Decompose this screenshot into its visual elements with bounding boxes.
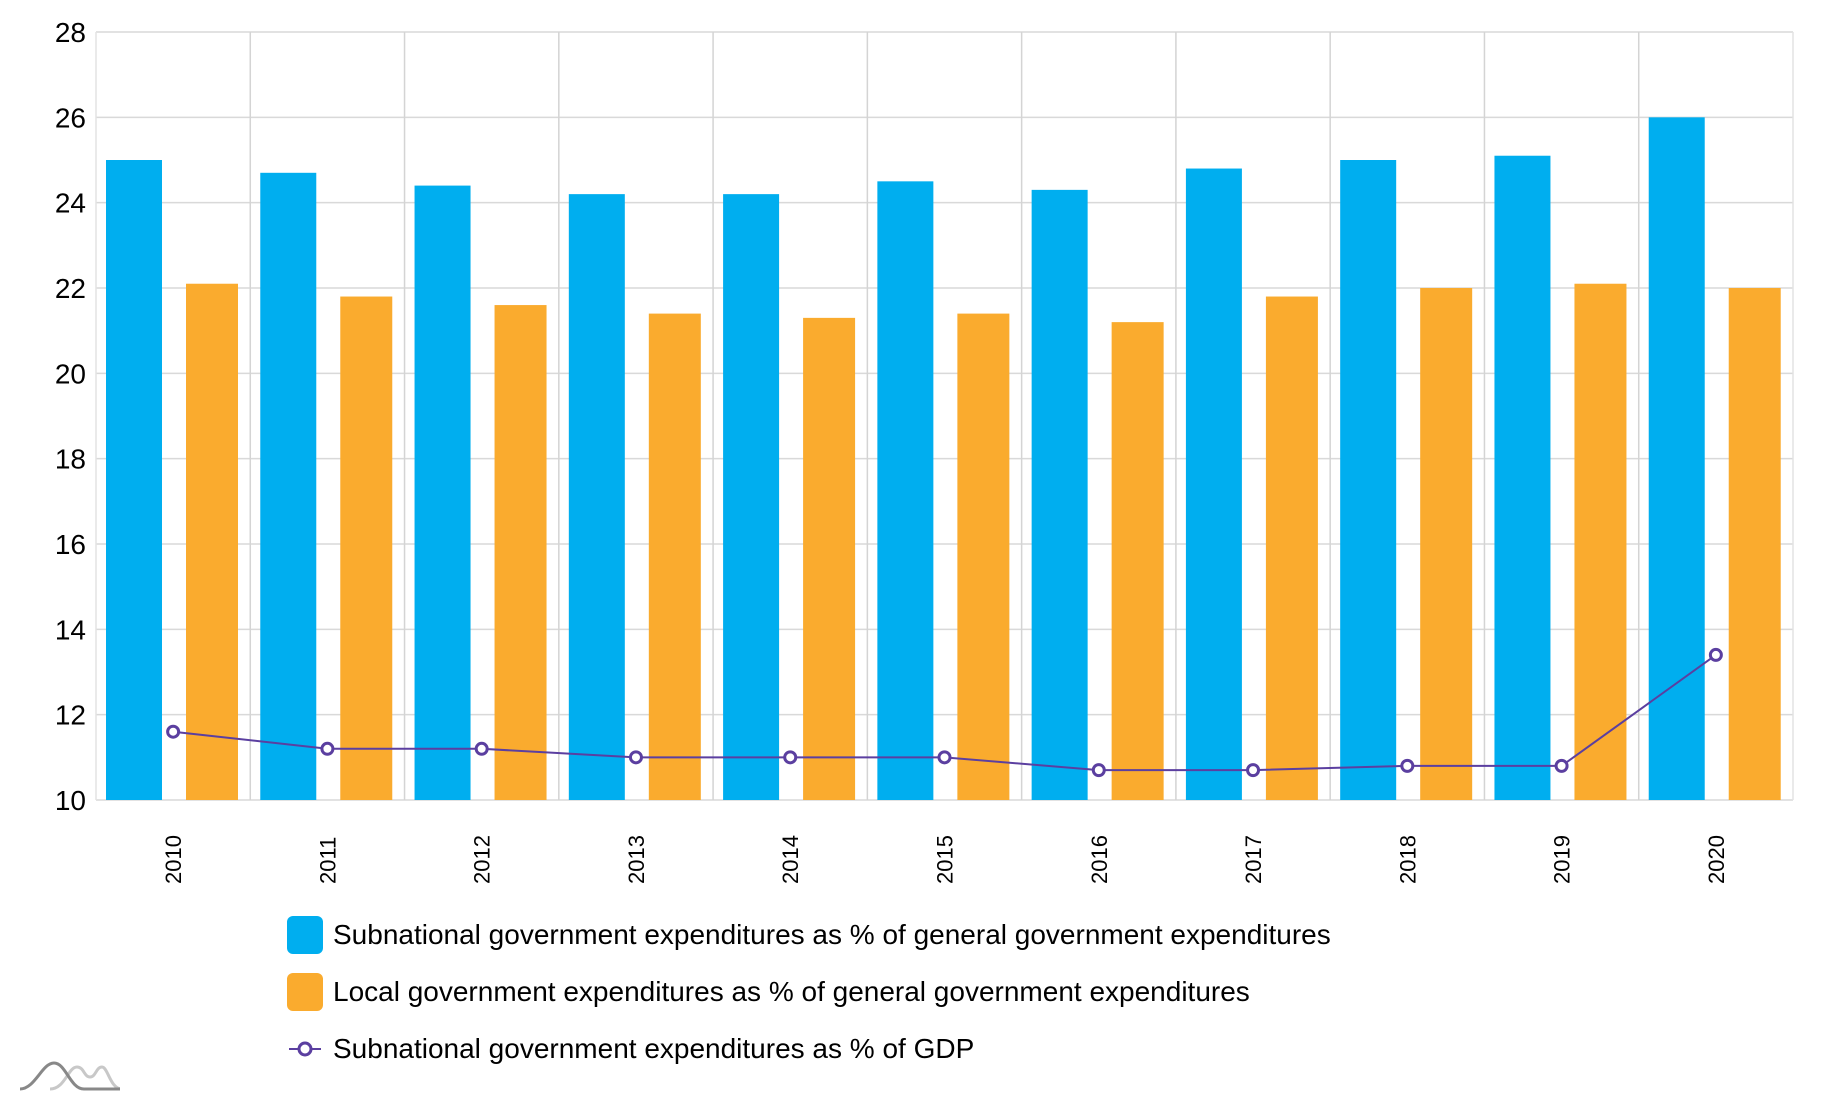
x-tick-label: 2011 xyxy=(315,837,340,884)
line-point[interactable] xyxy=(1400,758,1415,773)
bar-subnational-general[interactable] xyxy=(1494,155,1551,800)
x-tick-label: 2014 xyxy=(778,835,803,884)
bar-subnational-general[interactable] xyxy=(568,194,625,801)
bar-local-general[interactable] xyxy=(1420,288,1473,800)
y-tick-label: 16 xyxy=(55,529,86,560)
x-tick-label: 2020 xyxy=(1704,835,1729,884)
x-tick-label: 2016 xyxy=(1087,835,1112,884)
line-point[interactable] xyxy=(474,741,489,756)
line-point[interactable] xyxy=(166,724,181,739)
x-tick-label: 2010 xyxy=(161,835,186,884)
x-tick-label: 2018 xyxy=(1395,835,1420,884)
bar-subnational-general[interactable] xyxy=(723,194,780,801)
bar-subnational-general[interactable] xyxy=(414,185,471,801)
y-tick-label: 18 xyxy=(55,444,86,475)
bar-local-general[interactable] xyxy=(803,317,856,800)
y-tick-label: 20 xyxy=(55,358,86,389)
bar-local-general[interactable] xyxy=(1728,288,1781,800)
legend: Subnational government expenditures as %… xyxy=(287,906,1331,1077)
y-tick-label: 10 xyxy=(55,785,86,816)
amcharts-logo-icon[interactable] xyxy=(10,1055,123,1100)
y-tick-label: 28 xyxy=(55,17,86,48)
bar-local-general[interactable] xyxy=(1574,283,1627,800)
bar-subnational-general[interactable] xyxy=(1031,189,1088,800)
y-tick-label: 12 xyxy=(55,700,86,731)
bar-subnational-general[interactable] xyxy=(1340,160,1397,800)
legend-swatch-blue-icon xyxy=(287,915,323,954)
bar-subnational-general[interactable] xyxy=(1185,168,1242,801)
y-tick-label: 24 xyxy=(55,188,86,219)
line-point[interactable] xyxy=(320,741,335,756)
legend-item-subnational-gdp[interactable]: Subnational government expenditures as %… xyxy=(287,1020,1331,1077)
bar-subnational-general[interactable] xyxy=(260,172,317,801)
y-tick-label: 22 xyxy=(55,273,86,304)
legend-swatch-orange-icon xyxy=(287,972,323,1011)
y-tick-label: 26 xyxy=(55,102,86,133)
line-series xyxy=(166,647,1723,778)
bar-local-general[interactable] xyxy=(186,283,238,800)
bars xyxy=(106,117,1781,801)
bar-local-general[interactable] xyxy=(957,313,1010,800)
legend-label: Subnational government expenditures as %… xyxy=(333,1032,975,1064)
y-tick-label: 14 xyxy=(55,614,86,645)
line-point[interactable] xyxy=(1554,758,1569,773)
line-point[interactable] xyxy=(937,750,952,765)
bar-local-general[interactable] xyxy=(494,305,547,800)
line-point[interactable] xyxy=(1091,763,1106,778)
bar-subnational-general[interactable] xyxy=(1648,117,1705,801)
x-tick-label: 2012 xyxy=(470,835,495,884)
bar-subnational-general[interactable] xyxy=(877,181,934,801)
line-point[interactable] xyxy=(1708,647,1723,662)
bar-subnational-general[interactable] xyxy=(106,160,162,800)
legend-label: Local government expenditures as % of ge… xyxy=(333,975,1250,1007)
legend-item-local-general[interactable]: Local government expenditures as % of ge… xyxy=(287,963,1331,1020)
x-tick-label: 2017 xyxy=(1241,835,1266,884)
x-tick-label: 2013 xyxy=(624,835,649,884)
line-point[interactable] xyxy=(1246,763,1261,778)
x-tick-label: 2015 xyxy=(933,835,958,884)
bar-local-general[interactable] xyxy=(340,296,393,800)
line-point[interactable] xyxy=(783,750,798,765)
x-axis: 2010 2011 2012 2013 2014 2015 2016 2017 2018 2019… xyxy=(161,835,1729,884)
line-point[interactable] xyxy=(628,750,643,765)
bar-local-general[interactable] xyxy=(1111,322,1164,800)
bar-local-general[interactable] xyxy=(1265,296,1318,800)
x-tick-label: 2019 xyxy=(1550,835,1575,884)
y-axis: 10 12 14 16 18 20 22 24 26 28 xyxy=(55,17,86,816)
bar-local-general[interactable] xyxy=(648,313,701,800)
legend-line-marker-icon xyxy=(287,1030,323,1068)
legend-label: Subnational government expenditures as %… xyxy=(333,918,1331,950)
legend-item-subnational-general[interactable]: Subnational government expenditures as %… xyxy=(287,906,1331,963)
